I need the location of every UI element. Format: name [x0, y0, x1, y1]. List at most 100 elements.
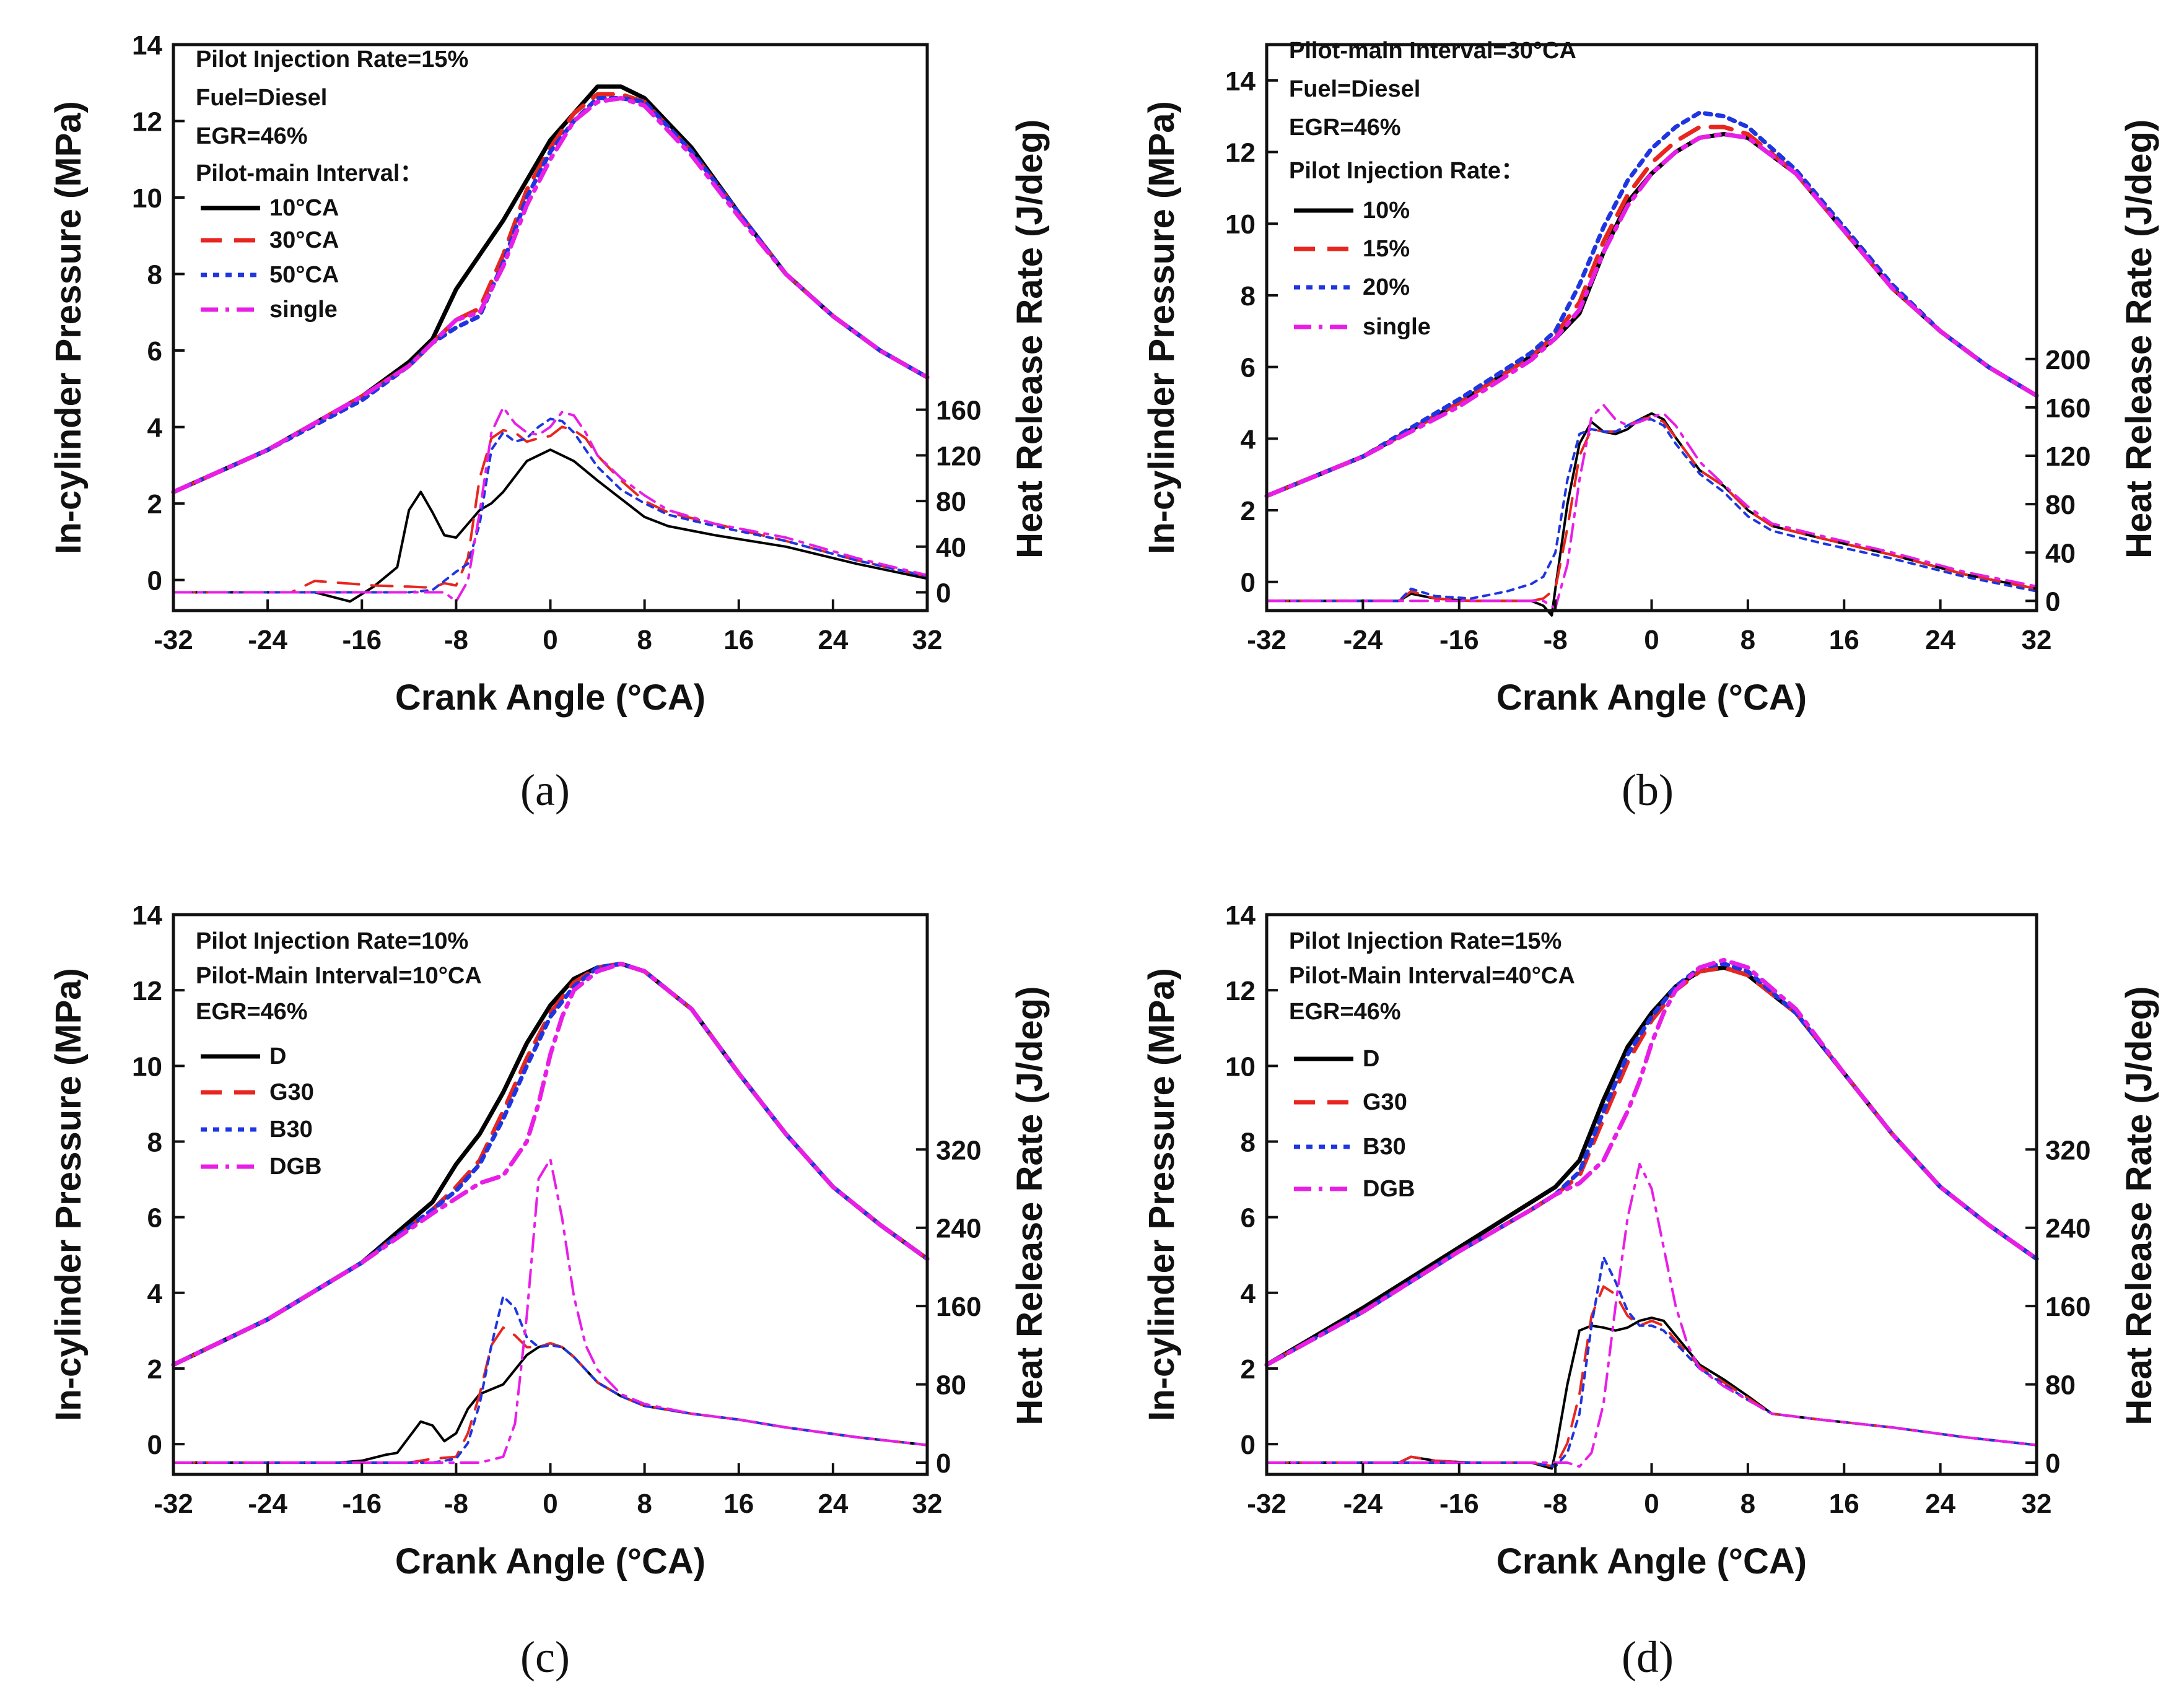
panel-a-x-tick-label: 8: [637, 625, 652, 655]
panel-b-y-tick-label: 6: [1241, 353, 1256, 383]
panel-b-series: [1264, 110, 2039, 617]
panel-d-annotation-3: EGR=46%: [1289, 999, 1401, 1025]
panel-b-y2-axis-label: Heat Release Rate (J/deg): [2119, 120, 2159, 559]
panel-b-y2-tick-label: 0: [2045, 586, 2060, 617]
panel-a-pressure-line-3: [171, 96, 930, 495]
panel-a-y-tick-label: 2: [147, 489, 162, 520]
panel-b-x-tick-label: 24: [1925, 625, 1955, 655]
panel-b-x-axis-label: Crank Angle (°CA): [1496, 677, 1807, 718]
panel-c-y2-tick-label: 80: [936, 1370, 966, 1401]
panel-c-x-tick-label: -16: [342, 1489, 382, 1519]
panel-d-hrr-line-4: [1265, 1163, 2038, 1468]
panel-c-y2-tick-label: 320: [936, 1135, 981, 1165]
panel-c-legend: D G30 B30 DGB: [201, 1043, 321, 1180]
panel-a-annotation-4: Pilot-main Interval：: [196, 160, 423, 186]
panel-d-hrr-line-3: [1265, 1256, 2038, 1468]
panel-d-caption: (d): [1622, 1632, 1674, 1682]
panel-d-x-axis-label: Crank Angle (°CA): [1496, 1541, 1807, 1582]
panel-c-y-tick-label: 14: [132, 900, 162, 931]
panel-a-legend-label-4: single: [269, 297, 338, 323]
panel-c-plot-frame: [172, 913, 929, 1476]
panel-b-legend-label-2: 15%: [1363, 236, 1410, 262]
panel-b-annotation-2: Fuel=Diesel: [1289, 76, 1420, 102]
panel-d-y2-tick-label: 80: [2045, 1370, 2076, 1401]
panel-c-legend-label-3: B30: [269, 1116, 313, 1142]
panel-a-hrr-line-1: [172, 448, 928, 603]
panel-d-y2-tick-label: 160: [2045, 1292, 2090, 1322]
panel-b-x-tick-label: -16: [1439, 625, 1479, 655]
panel-b: -32 -24 -16 -8 0 8 16 24 32024681012140408012016…: [1142, 38, 2159, 815]
panel-b-x-tick-label: -24: [1343, 625, 1383, 655]
panel-d-x-tick-label: 0: [1644, 1489, 1659, 1519]
panel-a-plot-frame: [172, 43, 929, 612]
panel-a-caption: (a): [520, 765, 570, 815]
panel-b-y-tick-label: 2: [1241, 496, 1256, 526]
panel-d-y-tick-label: 12: [1225, 976, 1256, 1006]
panel-b-y2-tick-label: 160: [2045, 393, 2090, 424]
panel-d-legend: D G30 B30 DGB: [1294, 1046, 1415, 1202]
panel-d-y-tick-label: 2: [1241, 1354, 1256, 1385]
panel-a-hrr-line-4: [172, 406, 928, 603]
panel-d-x-tick-label: 16: [1829, 1489, 1859, 1519]
panel-c-y-tick-label: 12: [132, 976, 162, 1006]
panel-b-y-tick-label: 4: [1241, 424, 1256, 455]
panel-b-y-tick-label: 0: [1241, 568, 1256, 598]
panel-b-y2-tick-label: 80: [2045, 490, 2076, 520]
panel-d-pressure-line-4: [1264, 957, 2039, 1367]
panel-c-x-tick-label: 16: [723, 1489, 754, 1519]
panel-d-y-axis-label: In-cylinder Pressure (MPa): [1142, 968, 1182, 1421]
panel-a-y2-tick-label: 160: [936, 396, 981, 426]
panel-a-legend: 10°CA 30°CA 50°CA single: [201, 195, 339, 323]
panel-a-y-tick-label: 6: [147, 336, 162, 367]
panel-a-y-axis-label: In-cylinder Pressure (MPa): [48, 101, 89, 554]
panel-c-x-tick-label: 8: [637, 1489, 652, 1519]
panel-b-annotation-1: Pilot-main Interval=30°CA: [1289, 38, 1576, 64]
panel-d-y2-axis-label: Heat Release Rate (J/deg): [2119, 986, 2159, 1425]
panel-b-y2-tick-label: 40: [2045, 538, 2076, 568]
panel-c-y-tick-label: 0: [147, 1430, 162, 1460]
panel-d-y-tick-label: 10: [1225, 1051, 1256, 1082]
panel-a-annotation-3: EGR=46%: [196, 123, 308, 149]
panel-d-x-tick-label: -32: [1247, 1489, 1286, 1519]
panel-b-x-tick-label: -32: [1247, 625, 1286, 655]
panel-d-legend-label-2: G30: [1363, 1089, 1407, 1115]
panel-a-legend-label-1: 10°CA: [269, 195, 339, 221]
panel-a-x-tick-label: -24: [248, 625, 287, 655]
panel-c-annotation-1: Pilot Injection Rate=10%: [196, 928, 468, 954]
panel-d-y2-tick-label: 0: [2045, 1448, 2060, 1479]
panel-a-annotation-2: Fuel=Diesel: [196, 85, 327, 111]
panel-b-hrr-line-4: [1265, 404, 2038, 610]
panel-c-y2-tick-label: 160: [936, 1292, 981, 1322]
panel-a-x-axis-label: Crank Angle (°CA): [395, 677, 705, 718]
panel-c-annotation-3: EGR=46%: [196, 999, 308, 1025]
panel-b-y-axis-label: In-cylinder Pressure (MPa): [1142, 101, 1182, 554]
panel-b-x-tick-label: 8: [1741, 625, 1755, 655]
panel-b-pressure-line-3: [1264, 110, 2039, 498]
panel-d-annotation-1: Pilot Injection Rate=15%: [1289, 928, 1562, 954]
panel-c-legend-label-2: G30: [269, 1079, 314, 1105]
panel-a-y-tick-label: 10: [132, 183, 162, 214]
panel-b-hrr-line-3: [1265, 418, 2038, 603]
panel-b-y-tick-label: 14: [1225, 66, 1256, 97]
panel-a-annotation-1: Pilot Injection Rate=15%: [196, 46, 468, 72]
panel-a-y-tick-label: 4: [147, 413, 163, 443]
panel-c-x-axis-label: Crank Angle (°CA): [395, 1541, 705, 1582]
panel-b-x-tick-label: 32: [2022, 625, 2052, 655]
panel-a-pressure-line-4: [171, 96, 930, 495]
panel-a-x-tick-label: 24: [818, 625, 848, 655]
panel-b-legend-label-1: 10%: [1363, 198, 1410, 224]
panel-a-hrr-line-3: [172, 417, 928, 594]
panel-a-legend-label-3: 50°CA: [269, 262, 339, 288]
panel-b-annotation-3: EGR=46%: [1289, 115, 1401, 141]
panel-d-y-tick-label: 14: [1225, 900, 1256, 931]
panel-a-y2-tick-label: 80: [936, 487, 966, 517]
panel-b-ticks: -32 -24 -16 -8 0 8 16 24 32024681012140408012016…: [1225, 66, 2090, 655]
panel-d-legend-label-3: B30: [1363, 1134, 1406, 1160]
panel-b-pressure-line-4: [1264, 132, 2039, 498]
panel-d-y-tick-label: 0: [1241, 1430, 1256, 1460]
panel-d-series: [1264, 957, 2039, 1470]
panel-b-x-tick-label: 0: [1644, 625, 1659, 655]
panel-a-x-tick-label: -8: [444, 625, 468, 655]
